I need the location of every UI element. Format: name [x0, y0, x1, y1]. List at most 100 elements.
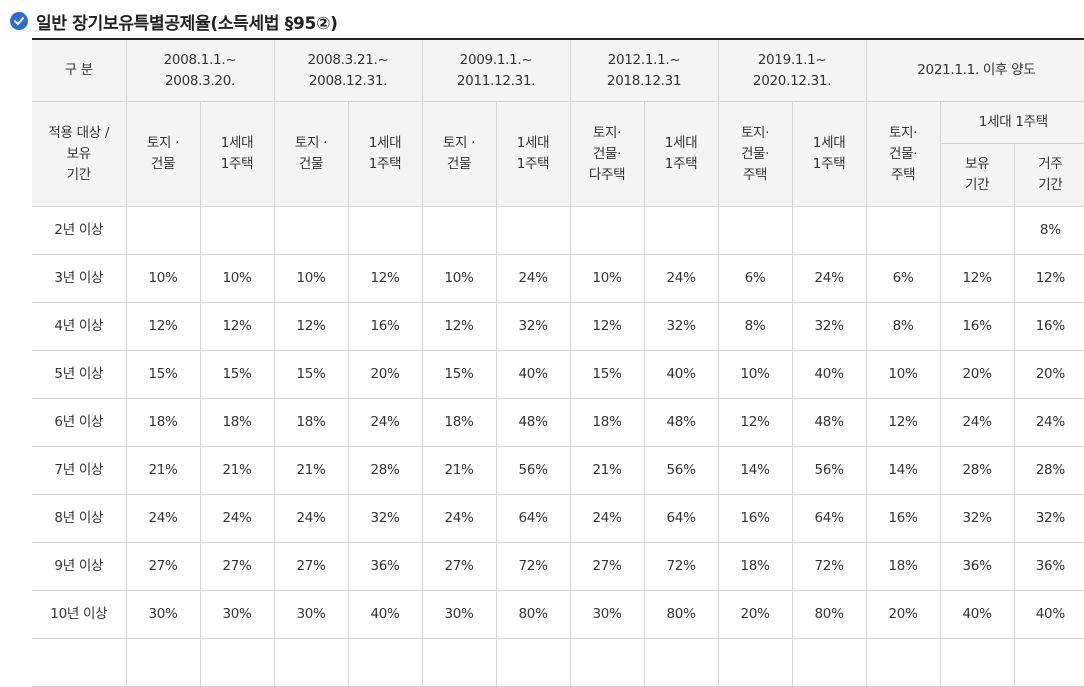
- rate-cell: 18%: [421, 398, 497, 447]
- rate-cell: 12%: [569, 302, 645, 351]
- rate-cell: 6%: [865, 254, 941, 303]
- rate-cell: 27%: [199, 542, 275, 591]
- rate-cell: [125, 206, 201, 255]
- rate-cell: 20%: [1013, 350, 1084, 399]
- rate-cell: 80%: [791, 590, 867, 639]
- rate-cell: 27%: [125, 542, 201, 591]
- rate-cell: 40%: [939, 590, 1015, 639]
- rate-cell: 36%: [1013, 542, 1084, 591]
- rate-cell: 36%: [939, 542, 1015, 591]
- rate-cell: 16%: [347, 302, 423, 351]
- section-title: 일반 장기보유특별공제율(소득세법 §95②): [10, 8, 338, 34]
- row-label: 9년 이상: [32, 542, 127, 591]
- table-row: 3년 이상 10% 10% 10% 12% 10% 24% 10% 24% 6% 24% 6% 12% 1…: [32, 254, 1084, 303]
- rate-cell: 30%: [569, 590, 645, 639]
- rate-cell: 21%: [569, 446, 645, 495]
- rate-cell: 21%: [199, 446, 275, 495]
- rate-cell: 24%: [125, 494, 201, 543]
- rate-cell: 64%: [495, 494, 571, 543]
- rate-cell: [1013, 638, 1084, 687]
- rate-cell: [865, 206, 941, 255]
- rate-cell: [643, 206, 719, 255]
- rate-cell: 6%: [717, 254, 793, 303]
- row-label: 4년 이상: [32, 302, 127, 351]
- header-sub: 1세대 1주택: [495, 101, 571, 207]
- rate-cell: [791, 206, 867, 255]
- table-row: 9년 이상 27% 27% 27% 36% 27% 72% 27% 72% 18% 72% 18% 36…: [32, 542, 1084, 591]
- rate-cell: 10%: [125, 254, 201, 303]
- rate-cell: [717, 638, 793, 687]
- header-sub: 토지 · 건물: [125, 101, 201, 207]
- rate-cell: [569, 206, 645, 255]
- rate-cell: 24%: [199, 494, 275, 543]
- rate-cell: 32%: [791, 302, 867, 351]
- rate-cell: 72%: [495, 542, 571, 591]
- rate-cell: 14%: [717, 446, 793, 495]
- header-house-group: 1세대 1주택: [939, 101, 1084, 144]
- rate-cell: [347, 638, 423, 687]
- rate-cell: 12%: [347, 254, 423, 303]
- header-period: 2008.1.1.~ 2008.3.20.: [125, 38, 275, 102]
- rate-cell: 15%: [421, 350, 497, 399]
- rate-cell: [125, 638, 201, 687]
- table-row: [32, 638, 1084, 687]
- rate-cell: [791, 638, 867, 687]
- header-sub: 1세대 1주택: [199, 101, 275, 207]
- rate-cell: 48%: [791, 398, 867, 447]
- rate-cell: 64%: [643, 494, 719, 543]
- rate-cell: 10%: [199, 254, 275, 303]
- row-label: [32, 638, 127, 687]
- rate-cell: 16%: [865, 494, 941, 543]
- rate-cell: 20%: [347, 350, 423, 399]
- row-label: 8년 이상: [32, 494, 127, 543]
- rate-cell: 48%: [643, 398, 719, 447]
- rate-cell: [273, 638, 349, 687]
- rate-cell: 24%: [791, 254, 867, 303]
- rate-cell: 21%: [125, 446, 201, 495]
- rate-cell: 18%: [569, 398, 645, 447]
- rate-cell: 72%: [791, 542, 867, 591]
- table-row: 10년 이상 30% 30% 30% 40% 30% 80% 30% 80% 20% 80% 20% 4…: [32, 590, 1084, 639]
- rate-cell: 8%: [717, 302, 793, 351]
- rate-cell: 56%: [495, 446, 571, 495]
- rate-cell: 15%: [125, 350, 201, 399]
- rate-cell: 18%: [125, 398, 201, 447]
- rate-cell: 28%: [939, 446, 1015, 495]
- rate-cell: [199, 638, 275, 687]
- header-residence-period: 거주 기간: [1013, 143, 1084, 207]
- header-period: 2019.1.1~ 2020.12.31.: [717, 38, 867, 102]
- rate-cell: 24%: [643, 254, 719, 303]
- rate-cell: 80%: [643, 590, 719, 639]
- header-sub: 토지· 건물· 주택: [865, 101, 941, 207]
- header-sub: 토지 · 건물: [421, 101, 497, 207]
- rate-cell: 36%: [347, 542, 423, 591]
- rate-cell: [199, 206, 275, 255]
- rate-cell: 12%: [717, 398, 793, 447]
- rate-cell: 20%: [865, 590, 941, 639]
- rate-cell: 24%: [273, 494, 349, 543]
- table-row: 5년 이상 15% 15% 15% 20% 15% 40% 15% 40% 10% 40% 10% 20…: [32, 350, 1084, 399]
- rate-cell: 21%: [421, 446, 497, 495]
- deduction-rate-table-wrapper: 구 분 2008.1.1.~ 2008.3.20. 2008.3.21.~ 20…: [32, 38, 1084, 687]
- header-sub: 1세대 1주택: [347, 101, 423, 207]
- rate-cell: 28%: [347, 446, 423, 495]
- table-row: 2년 이상 8%: [32, 206, 1084, 255]
- rate-cell: 12%: [939, 254, 1015, 303]
- rate-cell: 18%: [199, 398, 275, 447]
- rate-cell: [495, 206, 571, 255]
- rate-cell: 24%: [421, 494, 497, 543]
- rate-cell: 20%: [939, 350, 1015, 399]
- rate-cell: 27%: [273, 542, 349, 591]
- header-period: 2008.3.21.~ 2008.12.31.: [273, 38, 423, 102]
- rate-cell: 27%: [421, 542, 497, 591]
- rate-cell: 12%: [1013, 254, 1084, 303]
- header-sub: 1세대 1주택: [791, 101, 867, 207]
- rate-cell: 80%: [495, 590, 571, 639]
- rate-cell: 18%: [717, 542, 793, 591]
- table-row: 7년 이상 21% 21% 21% 28% 21% 56% 21% 56% 14% 56% 14% 28…: [32, 446, 1084, 495]
- rate-cell: 32%: [347, 494, 423, 543]
- header-target-period: 적용 대상 / 보유 기간: [32, 101, 127, 207]
- row-label: 6년 이상: [32, 398, 127, 447]
- rate-cell: 10%: [717, 350, 793, 399]
- rate-cell: 8%: [865, 302, 941, 351]
